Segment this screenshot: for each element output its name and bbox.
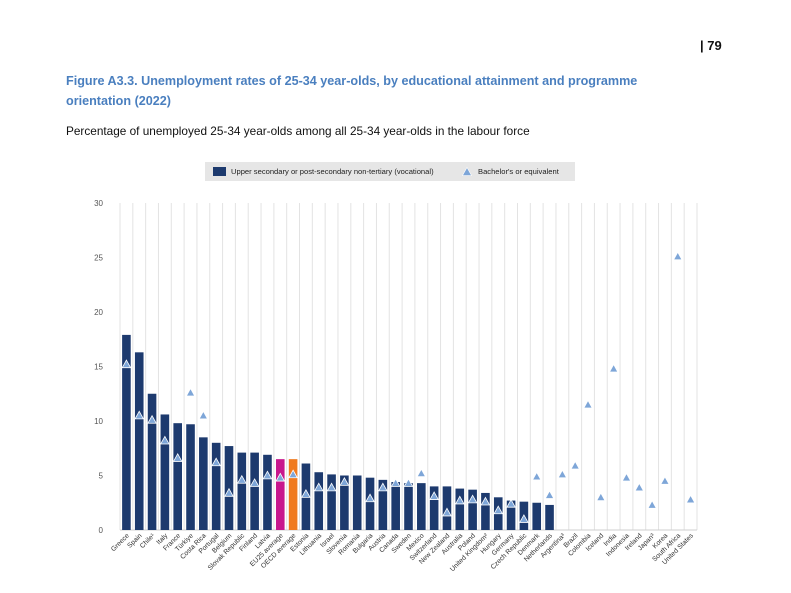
vocational-bar-romania [352, 475, 362, 530]
vocational-bar-greece [122, 334, 131, 530]
bachelor-marker-belgium [224, 487, 234, 497]
vocational-bar-oecd-average [288, 459, 298, 530]
bachelor-marker-united-states [685, 494, 696, 504]
vocational-bar-spain [134, 352, 144, 530]
y-tick-label: 25 [94, 254, 103, 263]
vocational-bar-slovak-republic [237, 452, 247, 530]
bachelor-marker-poland [467, 494, 478, 504]
vocational-bar-israel [327, 474, 336, 530]
bachelor-marker-czech-republic [519, 514, 529, 523]
bachelor-marker-israel [326, 482, 337, 492]
bachelor-marker-united-kingdom [480, 496, 491, 506]
bachelor-marker-hungary [493, 505, 504, 515]
vocational-bar-netherlands [545, 504, 554, 530]
vocational-bar-france [173, 423, 182, 530]
bachelor-marker-south-africa [672, 251, 683, 261]
y-tick-label: 10 [94, 417, 103, 426]
bachelor-marker-denmark [531, 471, 542, 481]
vocational-legend-swatch [213, 167, 226, 176]
bachelor-marker-brazil [570, 460, 581, 470]
y-tick-label: 15 [94, 363, 103, 372]
vocational-bar-switzerland [429, 486, 439, 530]
vocational-bar-italy [160, 414, 170, 530]
vocational-bar-bulgaria [365, 477, 375, 530]
bachelor-marker-mexico [416, 468, 427, 478]
vocational-bar-eu25-average [275, 459, 285, 530]
chart: 0 5 10 15 20 25 30 Greece Spain Chile¹ Italy France… [0, 190, 791, 590]
bachelor-marker-germany [506, 498, 516, 508]
vocational-bar-denmark [532, 502, 542, 530]
legend-label-vocational: Upper secondary or post-secondary non-te… [231, 167, 434, 176]
bachelor-marker-canada [390, 478, 401, 487]
bachelor-marker-colombia [583, 399, 593, 409]
bachelor-marker-netherlands [544, 490, 555, 499]
vocational-bar-slovenia [340, 475, 349, 530]
bachelor-marker-indonesia [621, 472, 632, 482]
vocational-bar-poland [468, 489, 477, 530]
bachelor-marker-japan [647, 499, 658, 509]
bachelor-marker-estonia [301, 489, 311, 498]
vocational-bar-austria [378, 479, 388, 530]
vocational-bar-sweden [404, 483, 413, 530]
bachelor-marker-argentina [557, 469, 568, 479]
vocational-bar-mexico [417, 483, 426, 530]
bachelor-marker-greece [121, 359, 132, 369]
vocational-bar-turkiye [186, 424, 195, 530]
page-number: | 79 [700, 38, 722, 53]
bachelor-marker-portugal [211, 457, 222, 467]
bachelor-marker-india [608, 363, 619, 373]
bachelor-marker-turkiye [185, 387, 196, 397]
bachelor-marker-chile [147, 414, 157, 424]
y-tick-label: 30 [94, 199, 103, 208]
vocational-bar-portugal [211, 442, 221, 530]
bachelor-marker-new-zealand [442, 507, 452, 517]
bachelor-marker-lithuania [313, 482, 324, 492]
bachelor-marker-iceland [595, 492, 606, 502]
bachelor-legend-triangle-icon [462, 167, 472, 176]
bachelor-marker-sweden [403, 478, 414, 487]
vocational-bar-australia [455, 488, 465, 530]
bachelor-marker-bulgaria [365, 493, 375, 503]
vocational-bar-united-kingdom [481, 492, 490, 530]
bachelor-marker-finland [249, 478, 260, 487]
vocational-bar-costa-rica [199, 437, 208, 530]
bachelor-marker-costa-rica [198, 410, 209, 420]
vocational-bar-latvia [263, 454, 272, 530]
bachelor-marker-ireland [634, 482, 645, 492]
bachelor-marker-oecd-average [288, 469, 298, 479]
legend: Upper secondary or post-secondary non-te… [205, 162, 575, 181]
vocational-bar-chile [147, 393, 157, 530]
bachelor-marker-eu25-average [275, 472, 286, 482]
figure-subtitle: Percentage of unemployed 25-34 year-olds… [66, 124, 530, 138]
bachelor-marker-latvia [262, 470, 273, 480]
bachelor-marker-italy [159, 435, 170, 445]
bachelor-marker-spain [134, 410, 145, 420]
y-tick-label: 5 [99, 472, 104, 481]
legend-label-bachelor: Bachelor's or equivalent [478, 167, 559, 176]
bachelor-marker-france [172, 453, 183, 462]
vocational-bar-germany [506, 500, 516, 530]
y-tick-label: 20 [94, 308, 103, 317]
y-tick-label: 0 [99, 526, 104, 535]
bachelor-marker-austria [377, 482, 388, 492]
bachelor-marker-korea [660, 475, 670, 485]
x-tick-label-chile: Chile¹ [139, 532, 157, 550]
figure-title: Figure A3.3. Unemployment rates of 25-34… [66, 74, 638, 108]
bachelor-marker-australia [454, 495, 465, 505]
bachelor-marker-slovak-republic [236, 474, 247, 484]
vocational-bar-canada [391, 482, 400, 530]
vocational-bar-lithuania [314, 472, 324, 530]
bachelor-marker-switzerland [429, 491, 440, 500]
bachelor-marker-slovenia [339, 477, 350, 486]
vocational-bar-finland [250, 452, 259, 530]
